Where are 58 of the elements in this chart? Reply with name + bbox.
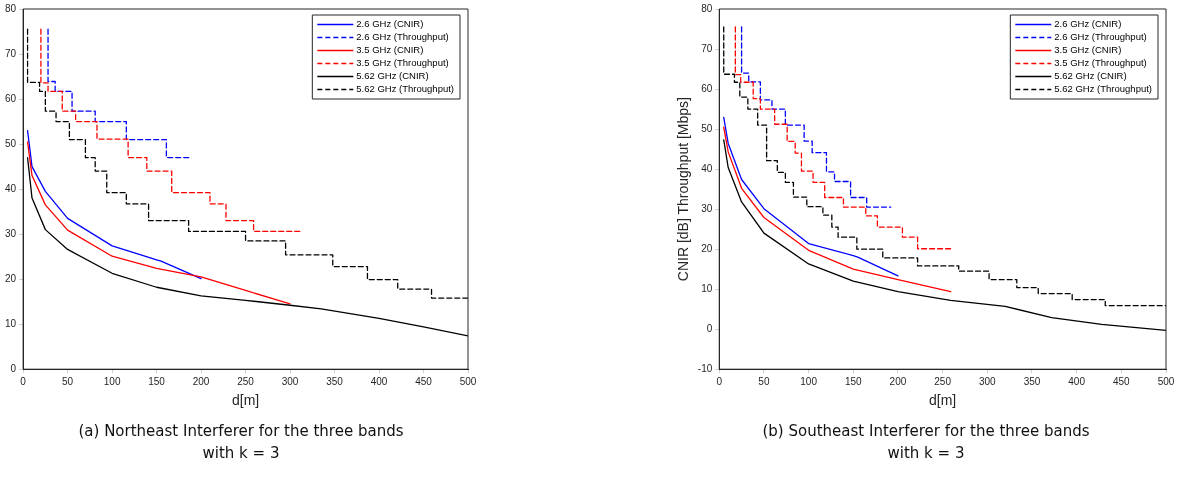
x-axis-title: d[m] [929,392,957,409]
y-tick-label: 40 [5,182,17,194]
y-tick-label: 60 [701,82,713,94]
y-tick-label: -10 [697,362,713,374]
y-axis-title: CNIR [dB] Throughput [Mbps] [675,97,692,282]
y-tick-label: 20 [701,242,713,254]
x-tick-label: 400 [370,375,388,387]
legend-label: 2.6 GHz (Throughput) [356,31,449,43]
legend-label: 2.6 GHz (CNIR) [356,18,424,30]
x-tick-label: 300 [281,375,299,387]
legend-label: 3.5 GHz (CNIR) [1054,44,1122,56]
x-tick-label: 0 [20,375,27,387]
x-tick-label: 450 [415,375,433,387]
x-tick-label: 500 [1157,375,1175,387]
y-tick-label: 40 [701,162,713,174]
text: (b) Southeast Interferer for the three bands with k = 3 [761,421,1091,464]
y-tick-label: 30 [701,202,713,214]
x-tick-label: 50 [758,375,770,387]
x-tick-label: 0 [716,375,723,387]
y-tick-label: 80 [5,2,17,14]
y-tick-label: 80 [701,2,713,14]
x-tick-label: 250 [237,375,255,387]
legend-label: 5.62 GHz (CNIR) [1054,70,1127,82]
x-tick-label: 200 [889,375,907,387]
legend-label: 3.5 GHz (Throughput) [356,57,449,69]
legend-label: 5.62 GHz (Throughput) [1054,83,1152,95]
y-tick-label: 70 [5,47,17,59]
x-tick-label: 400 [1068,375,1086,387]
legend-label: 2.6 GHz (Throughput) [1054,31,1147,43]
text: (a) Northeast Interferer for the three bands with k = 3 [77,421,405,464]
y-tick-label: 0 [706,322,713,334]
x-tick-label: 100 [800,375,818,387]
y-tick-label: 10 [701,282,713,294]
legend-label: 3.5 GHz (Throughput) [1054,57,1147,69]
x-tick-label: 100 [103,375,121,387]
y-tick-label: 50 [701,122,713,134]
y-tick-label: 60 [5,92,17,104]
x-tick-label: 50 [62,375,74,387]
y-tick-label: 10 [5,317,17,329]
y-tick-label: 0 [10,362,17,374]
y-tick-label: 50 [5,137,17,149]
x-tick-label: 150 [148,375,166,387]
legend-label: 3.5 GHz (CNIR) [356,44,424,56]
x-tick-label: 250 [934,375,952,387]
x-tick-label: 200 [192,375,210,387]
legend-label: 2.6 GHz (CNIR) [1054,18,1122,30]
x-tick-label: 500 [459,375,477,387]
x-axis-title: d[m] [231,392,260,409]
x-tick-label: 350 [326,375,344,387]
legend-label: 5.62 GHz (CNIR) [356,70,429,82]
y-tick-label: 30 [5,227,17,239]
y-tick-label: 70 [701,42,713,54]
x-tick-label: 300 [978,375,997,387]
x-tick-label: 150 [844,375,863,387]
y-tick-label: 20 [5,272,17,284]
x-tick-label: 450 [1112,375,1131,387]
legend-label: 5.62 GHz (Throughput) [356,83,454,95]
x-tick-label: 350 [1023,375,1041,387]
